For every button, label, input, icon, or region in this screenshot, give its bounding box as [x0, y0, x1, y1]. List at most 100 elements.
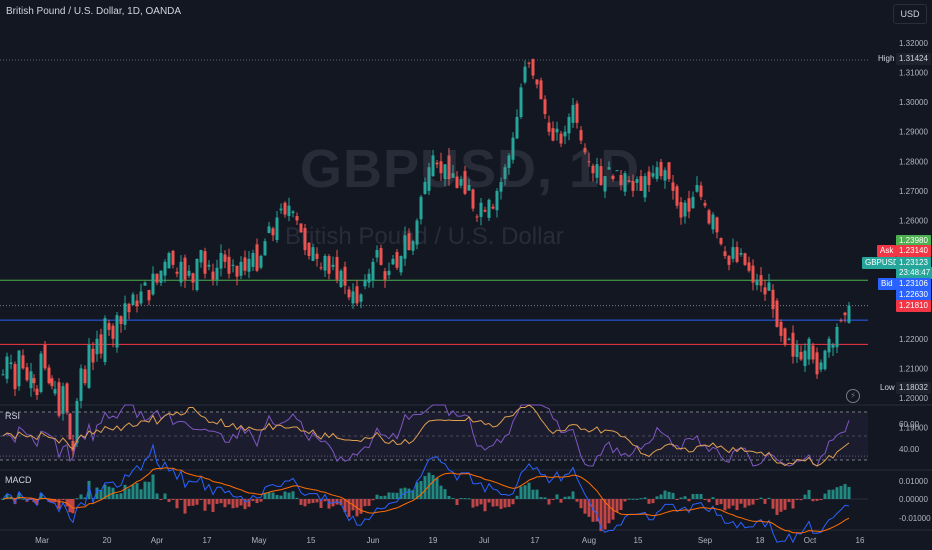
lightning-icon[interactable]: ⚡	[846, 389, 860, 403]
macd-histogram-bar	[115, 494, 119, 499]
high-value: 1.31424	[896, 53, 931, 65]
macd-histogram-bar	[479, 499, 483, 505]
macd-histogram-bar	[703, 499, 707, 501]
rsi-tick-60: 60.00	[899, 420, 920, 429]
macd-histogram-bar	[243, 499, 247, 510]
macd-histogram-bar	[207, 499, 211, 505]
candle-body	[343, 266, 347, 286]
green-line-tag: 1.23980	[896, 235, 931, 247]
candle-body	[823, 350, 827, 370]
macd-histogram-bar	[771, 499, 775, 509]
candle-body	[183, 257, 187, 280]
macd-histogram-bar	[803, 494, 807, 499]
candle-body	[811, 345, 815, 360]
candle-body	[399, 255, 403, 273]
candle-body	[115, 315, 119, 348]
macd-histogram-bar	[151, 474, 155, 499]
candle-body	[447, 155, 451, 180]
watermark-name: British Pound / U.S. Dollar	[285, 223, 564, 250]
macd-histogram-bar	[443, 489, 447, 499]
macd-histogram-bar	[399, 488, 403, 499]
candle-body	[535, 79, 539, 85]
time-axis-label: Jul	[479, 536, 489, 545]
candle-body	[319, 267, 323, 269]
candle-body	[17, 350, 21, 387]
candle-body	[259, 255, 263, 268]
candle-body	[227, 256, 231, 274]
macd-histogram-bar	[587, 499, 591, 517]
macd-histogram-bar	[219, 499, 223, 504]
candle-body	[487, 199, 491, 218]
candle-body	[371, 261, 375, 281]
macd-histogram-bar	[295, 497, 299, 499]
candle-body	[283, 202, 287, 215]
candle-body	[50, 378, 54, 387]
time-axis-label: Apr	[151, 536, 164, 545]
candle-body	[775, 300, 779, 327]
macd-histogram-bar	[639, 498, 643, 500]
candle-body	[619, 175, 623, 185]
candle-body	[631, 180, 635, 191]
macd-histogram-bar	[247, 499, 251, 507]
candle-body	[747, 262, 751, 271]
macd-histogram-bar	[675, 499, 679, 500]
macd-histogram-bar	[53, 499, 57, 503]
macd-histogram-bar	[743, 499, 747, 508]
candle-body	[335, 256, 339, 280]
candle-body	[675, 186, 679, 206]
macd-signal-line	[2, 467, 850, 534]
candle-body	[475, 216, 479, 218]
macd-histogram-bar	[307, 499, 311, 504]
candle-body	[555, 128, 559, 133]
candle-body	[727, 255, 731, 265]
macd-histogram-bar	[523, 485, 527, 499]
macd-histogram-bar	[47, 499, 51, 502]
candle-body	[239, 261, 243, 276]
macd-histogram-bar	[171, 499, 175, 500]
macd-histogram-bar	[183, 499, 187, 514]
candle-body	[1, 374, 5, 376]
candle-body	[571, 105, 575, 123]
price-tick-label: 1.31000	[899, 69, 928, 78]
macd-histogram-bar	[359, 499, 363, 514]
candle-body	[307, 242, 311, 256]
candle-body	[57, 382, 61, 416]
macd-tick-pos: 0.01000	[899, 477, 928, 486]
macd-histogram-bar	[167, 499, 171, 502]
candle-body	[5, 356, 9, 379]
macd-histogram-bar	[363, 499, 367, 507]
candle-body	[215, 267, 219, 280]
macd-histogram-bar	[211, 499, 215, 512]
candle-body	[463, 171, 467, 194]
candle-body	[599, 166, 603, 185]
candle-body	[403, 235, 407, 259]
candle-body	[759, 275, 763, 286]
candle-body	[471, 189, 475, 209]
candle-body	[91, 348, 95, 363]
macd-histogram-bar	[527, 482, 531, 499]
ask-label: Ask	[877, 245, 897, 257]
macd-histogram-bar	[619, 499, 623, 510]
candle-body	[519, 87, 523, 118]
candle-body	[207, 264, 211, 267]
candle-body	[99, 334, 103, 354]
macd-histogram-bar	[711, 497, 715, 499]
macd-histogram-bar	[471, 499, 475, 508]
macd-histogram-bar	[395, 492, 399, 499]
macd-histogram-bar	[467, 498, 471, 500]
candle-body	[751, 265, 755, 283]
time-axis-label: Sep	[698, 536, 713, 545]
macd-histogram-bar	[643, 497, 647, 499]
candle-body	[575, 103, 579, 123]
currency-button[interactable]: USD	[893, 4, 927, 24]
candle-body	[423, 182, 427, 194]
candle-body	[779, 321, 783, 336]
candle-body	[303, 228, 307, 251]
candle-body	[83, 369, 87, 384]
macd-histogram-bar	[599, 499, 603, 532]
candle-body	[13, 364, 17, 390]
candle-body	[163, 261, 167, 276]
candle-body	[71, 440, 75, 452]
macd-histogram-bar	[267, 492, 271, 499]
